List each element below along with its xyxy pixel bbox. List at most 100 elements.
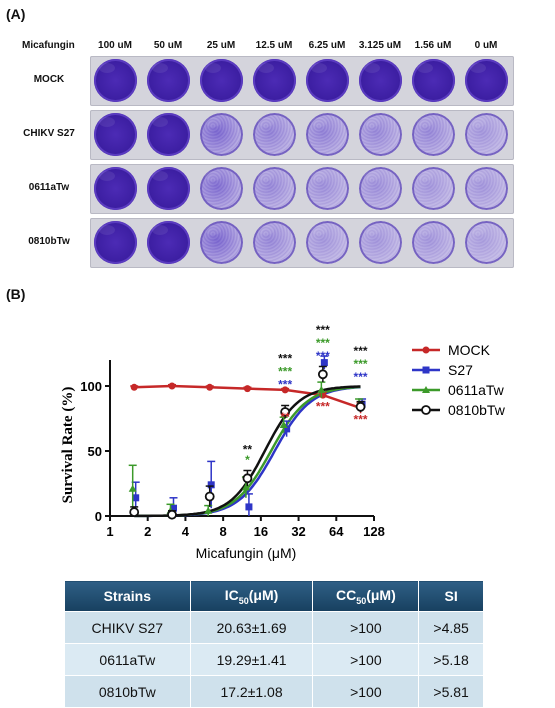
micafungin-header: Micafungin — [22, 40, 75, 51]
table-row: 0810bTw 17.2±1.08 >100 >5.81 — [64, 675, 484, 708]
significance-label: *** — [278, 365, 292, 379]
legend-marker — [422, 366, 430, 374]
data-point — [128, 484, 137, 492]
plate-well — [147, 59, 190, 102]
legend-label: MOCK — [448, 342, 491, 358]
legend-label: S27 — [448, 362, 473, 378]
data-point — [355, 401, 366, 412]
x-tick-label: 2 — [144, 524, 151, 539]
plate-well — [306, 113, 349, 156]
data-point — [242, 473, 253, 484]
cell-cc50: >100 — [312, 675, 420, 708]
cell-cc50: >100 — [312, 643, 420, 676]
cell-si: >4.85 — [418, 611, 484, 644]
data-point — [207, 481, 215, 489]
data-point — [245, 503, 253, 511]
plate-well — [200, 59, 243, 102]
significance-label: *** — [316, 336, 330, 350]
header-strains: Strains — [64, 580, 191, 612]
cell-ic50: 17.2±1.08 — [189, 675, 314, 708]
plate-well — [359, 221, 402, 264]
plate-well — [412, 59, 455, 102]
plate-well — [306, 221, 349, 264]
data-point — [281, 386, 289, 394]
plate-well — [94, 59, 137, 102]
plate-well — [94, 113, 137, 156]
plate-well — [147, 113, 190, 156]
data-point — [279, 421, 288, 428]
legend-marker — [422, 386, 430, 393]
legend-marker — [422, 346, 430, 354]
concentration-label: 6.25 uM — [308, 40, 346, 51]
plate-well — [306, 167, 349, 210]
cell-strain: CHIKV S27 — [64, 611, 191, 644]
x-tick-label: 8 — [220, 524, 227, 539]
plate-strip — [90, 110, 514, 160]
y-tick-label: 0 — [95, 509, 102, 524]
data-point — [317, 385, 326, 393]
plate-well — [359, 113, 402, 156]
y-tick-label: 50 — [88, 444, 102, 459]
data-point — [204, 506, 213, 514]
x-axis-label: Micafungin (μM) — [196, 545, 297, 561]
data-point — [129, 507, 140, 518]
cell-ic50: 19.29±1.41 — [189, 643, 314, 676]
cell-strain: 0611aTw — [64, 643, 191, 676]
table-header-row: Strains IC50(μM) CC50(μM) SI — [64, 580, 484, 612]
plate-row-label: CHIKV S27 — [23, 128, 75, 139]
significance-label: *** — [354, 370, 368, 384]
strain-table: Strains IC50(μM) CC50(μM) SI CHIKV S27 2… — [64, 580, 484, 708]
concentration-label: 25 uM — [206, 40, 236, 51]
data-point — [130, 383, 138, 391]
legend-label: 0810bTw — [448, 402, 506, 418]
plate-well — [412, 113, 455, 156]
concentration-label: 100 uM — [98, 40, 132, 51]
plate-well — [412, 221, 455, 264]
x-tick-label: 128 — [363, 524, 385, 539]
x-tick-label: 4 — [182, 524, 190, 539]
y-axis-label: Survival Rate (%) — [60, 387, 76, 504]
significance-label: *** — [278, 378, 292, 392]
significance-label: ** — [243, 443, 253, 457]
panel-a-label: (A) — [6, 6, 26, 22]
data-point — [132, 494, 140, 502]
significance-label: *** — [354, 357, 368, 371]
data-point — [283, 425, 291, 433]
legend-label: 0611aTw — [448, 382, 505, 398]
concentration-label: 1.56 uM — [414, 40, 452, 51]
data-point — [167, 509, 177, 520]
table-row: 0611aTw 19.29±1.41 >100 >5.18 — [64, 643, 484, 676]
plate-well — [253, 113, 296, 156]
x-tick-label: 32 — [291, 524, 305, 539]
plate-well — [200, 167, 243, 210]
plate-row-label: 0611aTw — [28, 182, 70, 193]
significance-label: *** — [316, 349, 330, 363]
cell-strain: 0810bTw — [64, 675, 191, 708]
plate-well — [94, 221, 137, 264]
plate-well — [253, 59, 296, 102]
x-tick-label: 1 — [106, 524, 113, 539]
x-tick-label: 64 — [329, 524, 344, 539]
concentration-label: 3.125 uM — [358, 40, 402, 51]
concentration-label: 0 uM — [474, 40, 498, 51]
plate-strip — [90, 218, 514, 268]
data-point — [206, 383, 214, 391]
plate-well — [465, 167, 508, 210]
cell-si: >5.81 — [418, 675, 484, 708]
legend-marker — [421, 405, 431, 415]
header-cc50: CC50(μM) — [312, 580, 420, 612]
plate-well — [253, 221, 296, 264]
significance-label: *** — [278, 352, 292, 366]
panel-b-label: (B) — [6, 286, 26, 302]
data-point — [243, 385, 251, 393]
plate-well — [253, 167, 296, 210]
plate-strip — [90, 56, 514, 106]
table-row: CHIKV S27 20.63±1.69 >100 >4.85 — [64, 611, 484, 644]
significance-label: ** — [280, 410, 290, 424]
header-ic50: IC50(μM) — [189, 580, 314, 612]
significance-label: *** — [316, 323, 330, 337]
data-point — [280, 407, 291, 417]
data-point — [169, 504, 177, 512]
plate-well — [465, 221, 508, 264]
